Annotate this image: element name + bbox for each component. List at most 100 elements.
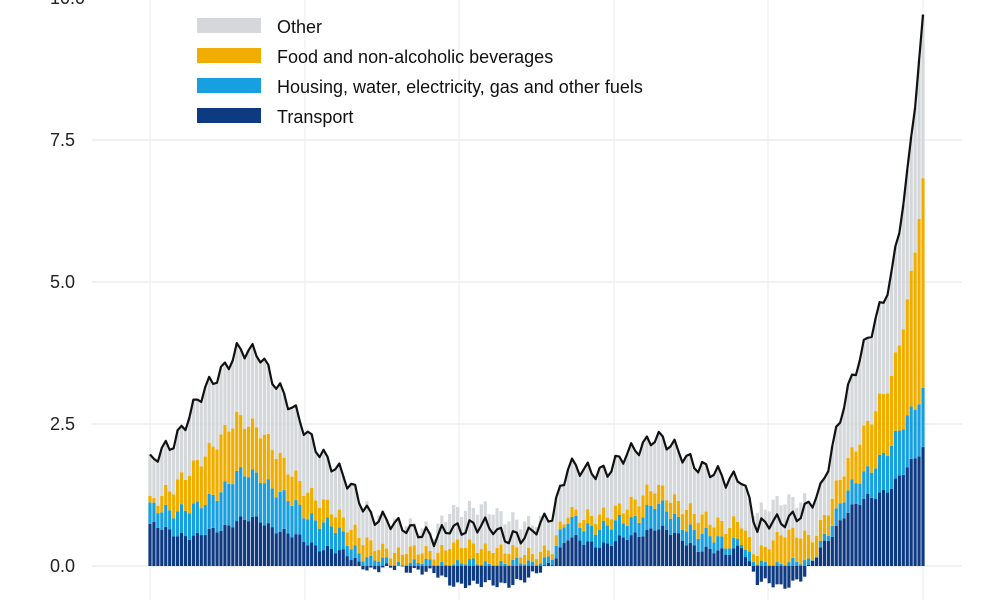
bar-segment-other bbox=[874, 317, 878, 412]
bar-segment-food bbox=[179, 472, 184, 505]
bar-segment-other bbox=[814, 496, 819, 537]
bar-segment-food bbox=[700, 514, 704, 535]
bar-segment-housing bbox=[739, 545, 744, 549]
bar-segment-housing bbox=[168, 510, 172, 530]
bar-segment-food bbox=[688, 503, 692, 525]
bar-segment-housing bbox=[175, 511, 180, 537]
bar-segment-transport bbox=[562, 542, 566, 566]
bar-segment-housing bbox=[499, 560, 503, 566]
bar-segment-transport bbox=[408, 566, 412, 573]
bar-segment-transport bbox=[858, 504, 862, 566]
bar-segment-other bbox=[885, 294, 890, 394]
bar-segment-housing bbox=[862, 471, 866, 499]
bar-segment-transport bbox=[775, 566, 779, 585]
bar-segment-other bbox=[534, 527, 539, 559]
bar-segment-housing bbox=[558, 529, 562, 548]
bar-segment-transport bbox=[515, 566, 519, 579]
bar-segment-transport bbox=[645, 529, 649, 566]
bar-segment-other bbox=[369, 510, 373, 541]
bar-segment-transport bbox=[424, 566, 428, 572]
bar-segment-housing bbox=[601, 520, 606, 543]
bar-segment-transport bbox=[286, 533, 290, 566]
bar-segment-other bbox=[156, 461, 160, 506]
bar-segment-food bbox=[838, 479, 842, 504]
bar-segment-transport bbox=[420, 566, 424, 575]
bar-segment-transport bbox=[388, 566, 393, 568]
bar-segment-housing bbox=[294, 500, 298, 535]
bar-segment-other bbox=[148, 454, 152, 496]
bar-segment-other bbox=[294, 405, 298, 471]
bar-segment-transport bbox=[728, 555, 732, 566]
bar-segment-food bbox=[282, 457, 286, 491]
bar-segment-other bbox=[266, 364, 270, 434]
bar-segment-transport bbox=[302, 542, 306, 566]
bar-segment-other bbox=[739, 484, 744, 529]
bar-segment-transport bbox=[893, 478, 898, 566]
bar-segment-housing bbox=[286, 501, 290, 534]
bar-segment-food bbox=[191, 460, 195, 504]
bar-segment-food bbox=[653, 493, 657, 509]
bar-segment-housing bbox=[909, 406, 913, 459]
bar-segment-housing bbox=[562, 527, 566, 543]
bar-segment-other bbox=[558, 485, 562, 522]
bar-segment-food bbox=[459, 548, 464, 564]
bar-segment-other bbox=[452, 505, 456, 543]
bar-segment-food bbox=[542, 545, 546, 558]
bar-segment-transport bbox=[203, 534, 207, 566]
bar-segment-food bbox=[219, 434, 223, 493]
bar-segment-housing bbox=[341, 531, 345, 550]
bar-segment-transport bbox=[385, 563, 389, 566]
bar-segment-other bbox=[286, 409, 290, 475]
bar-segment-other bbox=[720, 475, 724, 521]
bar-segment-transport bbox=[187, 539, 192, 566]
bar-segment-other bbox=[195, 399, 199, 460]
bar-segment-food bbox=[440, 545, 444, 562]
bar-segment-other bbox=[329, 471, 334, 515]
bar-segment-transport bbox=[527, 566, 531, 578]
bar-segment-transport bbox=[337, 550, 341, 566]
bar-segment-transport bbox=[459, 566, 464, 584]
bar-segment-housing bbox=[172, 518, 176, 537]
bar-segment-transport bbox=[444, 566, 448, 578]
bar-segment-food bbox=[369, 540, 373, 556]
bar-segment-transport bbox=[736, 545, 740, 566]
bar-segment-transport bbox=[901, 474, 905, 566]
bar-segment-transport bbox=[830, 536, 834, 566]
bar-segment-other bbox=[574, 465, 578, 510]
bar-segment-food bbox=[203, 456, 207, 506]
bar-segment-food bbox=[428, 550, 432, 560]
bar-segment-food bbox=[499, 544, 503, 561]
bar-segment-food bbox=[704, 511, 708, 528]
bar-segment-other bbox=[684, 455, 688, 510]
bar-segment-other bbox=[680, 462, 685, 515]
bar-segment-transport bbox=[471, 566, 476, 581]
bar-segment-transport bbox=[574, 534, 578, 566]
bar-segment-other bbox=[373, 521, 377, 551]
bar-segment-food bbox=[317, 508, 322, 529]
bar-segment-food bbox=[633, 499, 637, 516]
bar-segment-other bbox=[254, 356, 259, 428]
bar-segment-food bbox=[168, 491, 172, 511]
bar-segment-transport bbox=[523, 566, 527, 583]
bar-segment-transport bbox=[227, 525, 231, 566]
bar-segment-housing bbox=[396, 561, 401, 566]
bar-segment-transport bbox=[657, 529, 661, 566]
bar-segment-other bbox=[665, 449, 669, 501]
bar-segment-food bbox=[420, 553, 424, 564]
bar-segment-transport bbox=[633, 532, 637, 566]
bar-segment-food bbox=[187, 475, 192, 514]
bar-segment-housing bbox=[456, 560, 460, 566]
bar-segment-food bbox=[424, 545, 428, 559]
bar-segment-other bbox=[881, 302, 886, 394]
bar-segment-housing bbox=[653, 508, 657, 531]
bar-segment-housing bbox=[594, 534, 598, 548]
bar-segment-transport bbox=[357, 561, 361, 566]
bar-segment-housing bbox=[724, 548, 728, 555]
bar-segment-housing bbox=[590, 525, 594, 542]
bar-segment-food bbox=[870, 424, 874, 473]
bar-segment-transport bbox=[199, 535, 203, 566]
bar-segment-transport bbox=[183, 536, 188, 566]
bar-segment-food bbox=[471, 543, 476, 559]
bar-segment-housing bbox=[235, 470, 239, 522]
bar-segment-other bbox=[889, 271, 894, 376]
